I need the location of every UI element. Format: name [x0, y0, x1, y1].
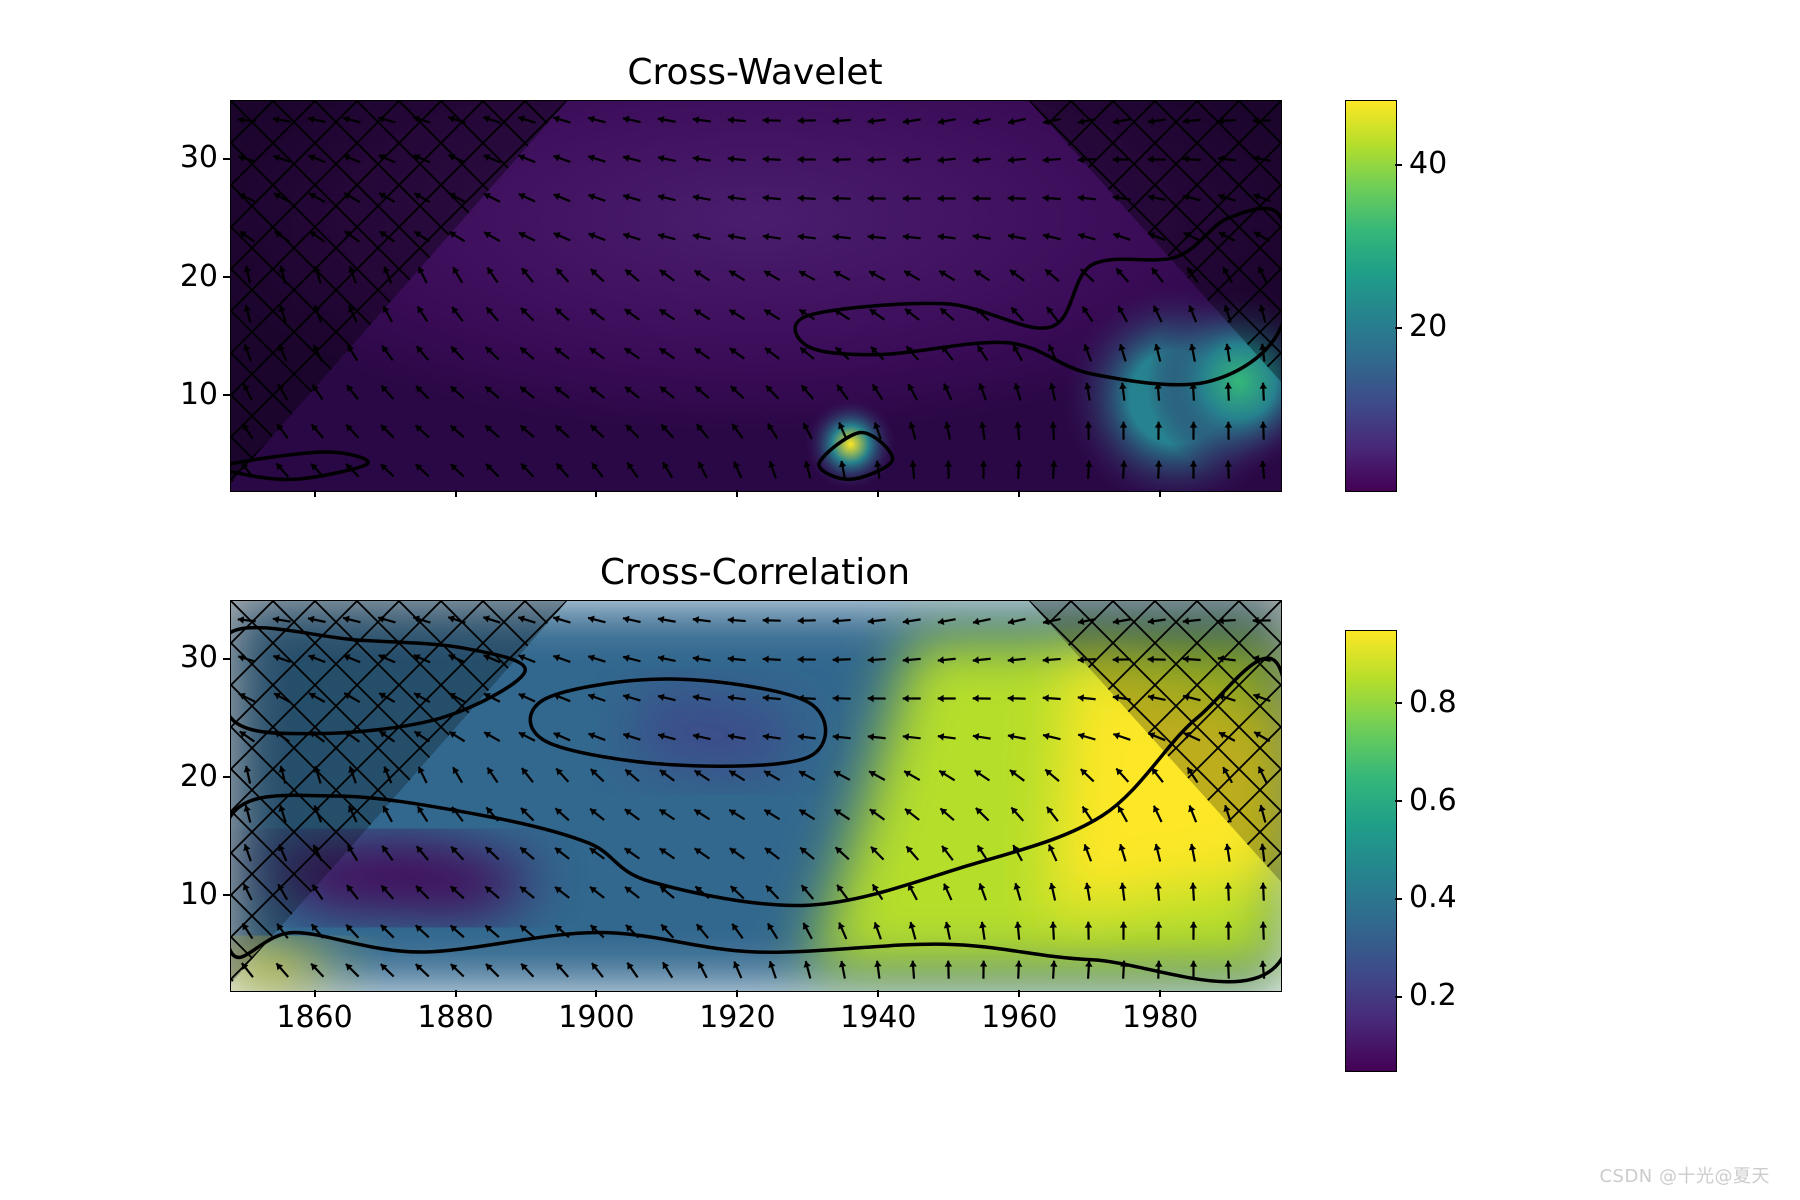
plot-area	[230, 600, 1282, 992]
x-tick-label: 1880	[416, 1000, 496, 1035]
y-tick-label: 10	[180, 877, 218, 912]
colorbar-tick	[1395, 898, 1402, 900]
colorbar-tick-label: 0.2	[1409, 978, 1457, 1013]
x-tick	[595, 990, 597, 997]
watermark: CSDN @十光@夏天	[1599, 1162, 1770, 1188]
colorbar-tick	[1395, 702, 1402, 704]
x-tick	[455, 990, 457, 997]
colorbar	[1345, 630, 1397, 1072]
x-tick	[314, 990, 316, 997]
colorbar-tick	[1395, 996, 1402, 998]
colorbar-tick	[1395, 800, 1402, 802]
x-tick	[736, 990, 738, 997]
colorbar-tick-label: 0.6	[1409, 783, 1457, 818]
chart-title: Cross-Correlation	[230, 552, 1280, 593]
x-tick	[1159, 990, 1161, 997]
x-tick	[877, 990, 879, 997]
x-tick-label: 1900	[556, 1000, 636, 1035]
y-tick	[223, 894, 230, 896]
y-tick	[223, 658, 230, 660]
x-tick-label: 1940	[838, 1000, 918, 1035]
y-tick-label: 30	[180, 640, 218, 675]
x-tick-label: 1860	[275, 1000, 355, 1035]
x-tick	[1018, 990, 1020, 997]
x-tick-label: 1920	[697, 1000, 777, 1035]
cross-correlation-panel: Cross-Correlation 10 20 30 1860 1880 1900 1920 1…	[130, 40, 1670, 1140]
figure: Cross-Wavelet1020302040Cross-Correlation…	[130, 40, 1670, 1140]
y-tick	[223, 776, 230, 778]
colorbar-tick-label: 0.4	[1409, 880, 1457, 915]
x-tick-label: 1960	[979, 1000, 1059, 1035]
y-tick-label: 20	[180, 759, 218, 794]
x-tick-label: 1980	[1120, 1000, 1200, 1035]
colorbar-tick-label: 0.8	[1409, 685, 1457, 720]
